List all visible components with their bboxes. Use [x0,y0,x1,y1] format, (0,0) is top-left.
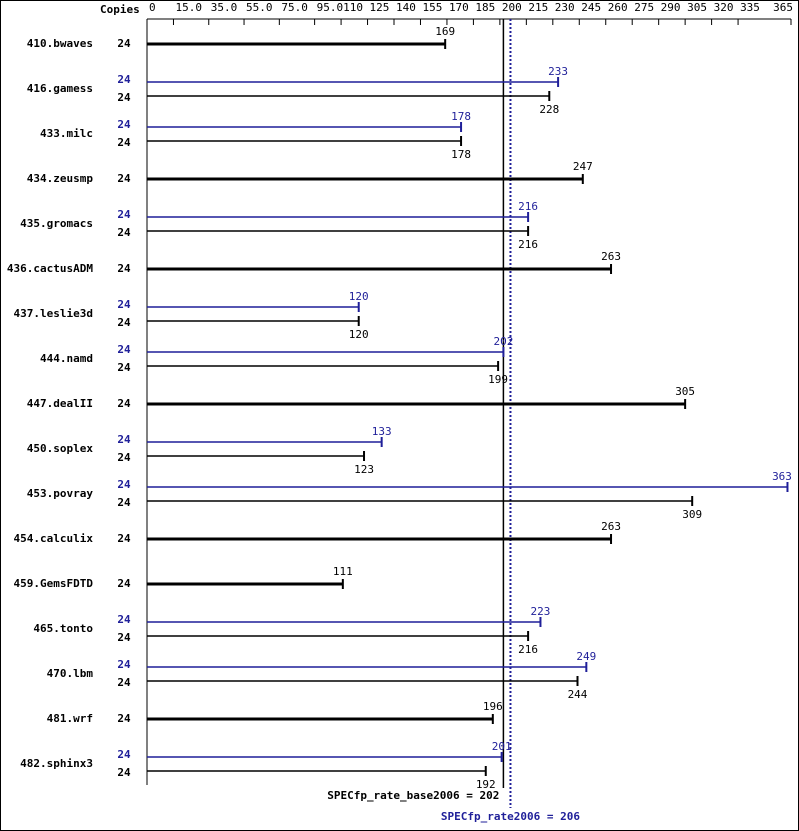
value-label: 123 [354,463,374,476]
copies: 24 [117,766,131,779]
value-label: 216 [518,643,538,656]
benchmark-label: 454.calculix [14,532,94,545]
value-label: 233 [548,65,568,78]
x-tick-label: 200 [502,1,522,14]
copies: 24 [117,343,131,356]
reference-label: SPECfp_rate_base2006 = 202 [327,789,499,802]
x-tick-label: 185 [475,1,495,14]
value-label: 305 [675,385,695,398]
x-tick-label: 55.0 [246,1,272,14]
copies: 24 [117,433,131,446]
copies: 24 [117,712,131,725]
benchmark-label: 459.GemsFDTD [14,577,94,590]
copies: 24 [117,73,131,86]
value-label: 249 [576,650,596,663]
value-label: 111 [333,565,353,578]
x-tick-label: 140 [396,1,416,14]
benchmark-label: 435.gromacs [20,217,93,230]
value-label: 202 [493,335,513,348]
x-tick-label: 335 [740,1,760,14]
value-label: 247 [573,160,593,173]
benchmark-label: 481.wrf [47,712,93,725]
x-tick-label: 365 [773,1,793,14]
x-tick-label: 0 [149,1,156,14]
value-label: 216 [518,200,538,213]
copies: 24 [117,172,131,185]
value-label: 309 [682,508,702,521]
x-tick-label: 305 [687,1,707,14]
copies: 24 [117,397,131,410]
x-tick-label: 95.0 [317,1,344,14]
value-label: 216 [518,238,538,251]
value-label: 120 [349,290,369,303]
copies: 24 [117,631,131,644]
x-tick-label: 275 [634,1,654,14]
benchmark-label: 433.milc [40,127,93,140]
x-tick-label: 35.0 [211,1,238,14]
copies-header: Copies [100,3,140,16]
value-label: 244 [568,688,588,701]
benchmark-label: 434.zeusmp [27,172,94,185]
value-label: 178 [451,110,471,123]
copies: 24 [117,298,131,311]
value-label: 199 [488,373,508,386]
value-label: 228 [539,103,559,116]
x-tick-label: 230 [555,1,575,14]
copies: 24 [117,748,131,761]
copies: 24 [117,226,131,239]
x-tick-label: 125 [370,1,390,14]
x-tick-label: 170 [449,1,469,14]
copies: 24 [117,496,131,509]
value-label: 263 [601,520,621,533]
x-tick-label: 75.0 [281,1,308,14]
benchmark-label: 437.leslie3d [14,307,93,320]
benchmark-label: 436.cactusADM [7,262,93,275]
copies: 24 [117,118,131,131]
benchmark-label: 453.povray [27,487,94,500]
x-tick-label: 110 [343,1,363,14]
value-label: 363 [772,470,792,483]
copies: 24 [117,91,131,104]
copies: 24 [117,613,131,626]
x-tick-label: 245 [581,1,601,14]
copies: 24 [117,136,131,149]
x-tick-label: 320 [714,1,734,14]
value-label: 263 [601,250,621,263]
value-label: 192 [476,778,496,791]
copies: 24 [117,658,131,671]
benchmark-label: 444.namd [40,352,93,365]
benchmark-label: 465.tonto [33,622,93,635]
copies: 24 [117,451,131,464]
copies: 24 [117,262,131,275]
value-label: 120 [349,328,369,341]
copies: 24 [117,478,131,491]
copies: 24 [117,37,131,50]
benchmark-label: 450.soplex [27,442,94,455]
x-tick-label: 155 [422,1,442,14]
copies: 24 [117,577,131,590]
copies: 24 [117,676,131,689]
value-label: 133 [372,425,392,438]
copies: 24 [117,361,131,374]
copies: 24 [117,316,131,329]
copies: 24 [117,532,131,545]
x-tick-label: 290 [661,1,681,14]
x-tick-label: 15.0 [175,1,202,14]
value-label: 201 [492,740,512,753]
x-tick-label: 215 [528,1,548,14]
value-label: 178 [451,148,471,161]
x-tick-label: 260 [608,1,628,14]
reference-label: SPECfp_rate2006 = 206 [441,810,580,823]
benchmark-label: 416.gamess [27,82,93,95]
value-label: 223 [531,605,551,618]
benchmark-label: 447.dealII [27,397,93,410]
benchmark-label: 470.lbm [47,667,94,680]
copies: 24 [117,208,131,221]
benchmark-label: 410.bwaves [27,37,93,50]
value-label: 169 [435,25,455,38]
benchmark-label: 482.sphinx3 [20,757,93,770]
value-label: 196 [483,700,503,713]
